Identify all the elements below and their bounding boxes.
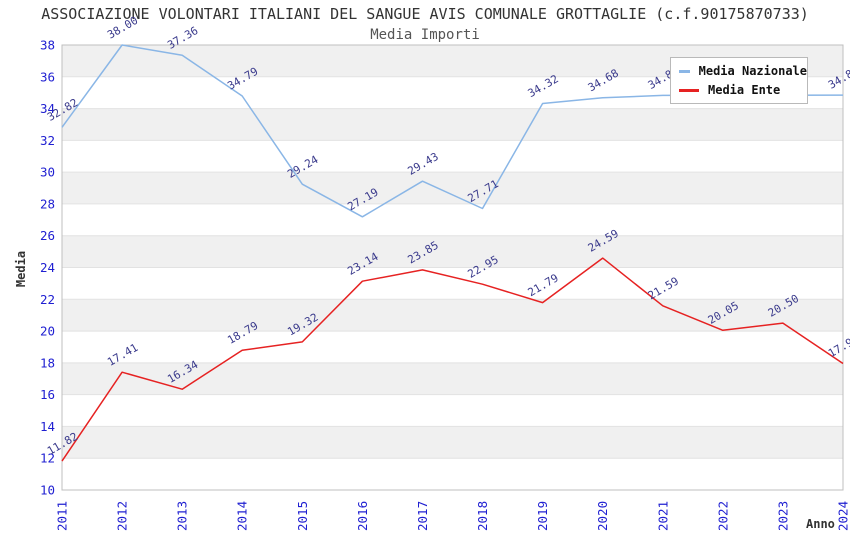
y-tick-label: 12 [40,451,55,466]
legend-label: Media Ente [708,83,781,97]
x-tick-label: 2023 [775,501,790,531]
series-line-0 [61,44,844,218]
y-tick-label: 18 [40,355,55,370]
y-tick-label: 36 [40,69,55,84]
y-tick-label: 22 [40,292,55,307]
y-tick-label: 26 [40,228,55,243]
x-tick-label: 2017 [415,501,430,531]
y-tick-label: 28 [40,196,55,211]
y-tick-label: 38 [40,38,55,53]
grid-band [62,235,843,268]
legend-label: Media Nazionale [698,64,807,78]
legend-item-media-ente: Media Ente [679,83,807,97]
point-label: 38.00 [105,14,140,42]
chart-subtitle: Media Importi [370,27,480,43]
chart-title: ASSOCIAZIONE VOLONTARI ITALIANI DEL SANG… [41,5,809,23]
y-tick-label: 20 [40,324,55,339]
x-tick-label: 2016 [355,501,370,531]
y-tick-label: 14 [40,419,55,434]
point-label: 21.59 [646,275,681,303]
y-tick-label: 24 [40,260,55,275]
legend-line-swatch-ente-icon [679,88,699,92]
point-label: 17.96 [826,332,850,360]
x-tick-label: 2018 [475,501,490,531]
y-tick-label: 30 [40,165,55,180]
plot-border [61,44,844,491]
y-tick-label: 16 [40,387,55,402]
point-label: 21.79 [526,271,561,299]
x-tick-label: 2022 [715,501,730,531]
y-axis-title: Media [14,250,28,288]
x-axis-title: Anno [806,517,835,531]
x-tick-label: 2012 [115,501,130,531]
x-tick-label: 2024 [836,501,850,531]
x-tick-label: 2015 [295,501,310,531]
series-line-1 [61,257,844,462]
x-tick-label: 2014 [235,501,250,531]
x-tick-label: 2020 [595,501,610,531]
grid-band [62,426,843,459]
y-tick-label: 10 [40,483,55,498]
y-tick-label: 34 [40,101,55,116]
x-tick-label: 2011 [55,501,70,531]
legend-line-swatch-nazionale-icon [679,69,690,73]
grid-band [62,108,843,141]
legend-item-media-nazionale: Media Nazionale [679,64,807,78]
x-tick-label: 2019 [535,501,550,531]
grid-band [62,172,843,204]
x-tick-label: 2021 [655,501,670,531]
y-tick-label: 32 [40,133,55,148]
x-tick-label: 2013 [175,501,190,531]
legend: Media Nazionale Media Ente [670,57,808,104]
grid-band [62,362,843,395]
